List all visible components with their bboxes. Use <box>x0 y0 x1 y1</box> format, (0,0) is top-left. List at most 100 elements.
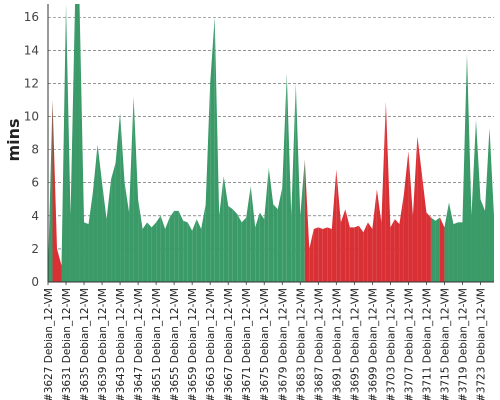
area-segment-success <box>48 99 53 282</box>
area-segment-success <box>142 222 148 282</box>
y-tick-label: 8 <box>31 143 39 157</box>
area-segment-success <box>223 176 229 282</box>
area-segment-success <box>475 119 481 282</box>
area-segment-success <box>147 222 152 282</box>
x-tick-label: #3723 Debian_12-VM <box>475 288 487 400</box>
y-axis-label: mins <box>4 118 23 161</box>
x-tick-label: #3643 Debian_12-VM <box>115 288 127 400</box>
x-tick-label: #3675 Debian_12-VM <box>259 288 271 400</box>
area-segment-failure <box>376 189 382 282</box>
area-segment-success <box>484 128 490 282</box>
area-segment-success <box>133 96 139 282</box>
y-tick-label: 2 <box>31 242 39 256</box>
area-segment-success <box>138 199 143 282</box>
area-segment-failure <box>358 225 364 282</box>
area-series <box>48 4 494 283</box>
x-tick-label: #3715 Debian_12-VM <box>439 288 451 400</box>
area-segment-success <box>448 202 454 282</box>
x-tick-label: #3667 Debian_12-VM <box>223 288 235 400</box>
area-segment-success <box>300 159 305 282</box>
area-segment-success <box>268 167 274 282</box>
x-tick-label: #3711 Debian_12-VM <box>421 288 433 400</box>
area-segment-success <box>93 144 98 282</box>
area-segment-success <box>471 119 476 282</box>
area-segment-failure <box>304 159 310 282</box>
area-segment-failure <box>322 227 328 282</box>
area-segment-failure <box>327 227 332 282</box>
area-segment-failure <box>381 101 386 282</box>
area-segment-success <box>246 186 251 282</box>
x-tick-label: #3647 Debian_12-VM <box>133 288 145 400</box>
area-segment-success <box>430 217 436 282</box>
x-tick-label: #3703 Debian_12-VM <box>385 288 397 400</box>
area-segment-failure <box>57 248 62 282</box>
area-segment-success <box>196 219 202 282</box>
area-segment-success <box>156 215 161 282</box>
area-segment-success <box>192 219 197 282</box>
area-segment-success <box>84 222 89 282</box>
area-segment-success <box>97 144 103 282</box>
area-segment-success <box>183 220 188 282</box>
axes <box>47 4 494 283</box>
area-segment-failure <box>336 169 341 282</box>
y-tick-label: 4 <box>31 209 39 223</box>
area-segment-failure <box>408 151 413 282</box>
area-segment-success <box>237 214 242 282</box>
y-tick-label: 16 <box>24 10 39 24</box>
area-segment-success <box>75 4 80 282</box>
area-segment-failure <box>390 219 395 282</box>
area-segment-success <box>61 4 67 282</box>
area-segment-success <box>286 73 292 282</box>
x-tick-label: #3635 Debian_12-VM <box>79 288 91 400</box>
x-tick-label: #3691 Debian_12-VM <box>331 288 343 400</box>
x-tick-label: #3655 Debian_12-VM <box>169 288 181 400</box>
area-segment-success <box>453 222 458 282</box>
area-segment-failure <box>345 209 350 282</box>
area-segment-success <box>255 212 260 282</box>
y-tick-label: 0 <box>31 275 39 289</box>
area-segment-failure <box>439 217 445 282</box>
area-segment-success <box>120 113 125 283</box>
area-segment-success <box>241 217 247 282</box>
area-segment-success <box>259 212 265 282</box>
area-segment-success <box>219 176 224 282</box>
area-segment-success <box>79 4 85 282</box>
area-segment-failure <box>399 194 404 282</box>
area-segment-failure <box>417 136 422 282</box>
area-segment-success <box>435 217 440 282</box>
area-segment-success <box>466 53 472 282</box>
area-segment-success <box>178 210 184 282</box>
area-segment-success <box>480 199 485 282</box>
area-segment-failure <box>385 101 391 282</box>
area-segment-success <box>174 210 179 282</box>
x-tick-label: #3671 Debian_12-VM <box>241 288 253 400</box>
x-tick-label: #3699 Debian_12-VM <box>367 288 379 400</box>
area-segment-success <box>444 202 449 282</box>
area-segment-failure <box>309 229 314 282</box>
x-tick-label: #3683 Debian_12-VM <box>295 288 307 400</box>
y-tick-label: 12 <box>24 76 39 90</box>
x-tick-label: #3651 Debian_12-VM <box>151 288 163 400</box>
x-tick-label: #3631 Debian_12-VM <box>61 288 73 400</box>
area-segment-failure <box>340 209 346 282</box>
area-segment-success <box>124 182 130 282</box>
area-segment-failure <box>367 222 373 282</box>
y-tick-label: 14 <box>24 43 39 57</box>
area-segment-failure <box>394 219 400 282</box>
area-segment-failure <box>52 99 58 282</box>
area-segment-failure <box>354 225 359 282</box>
area-segment-failure <box>363 222 368 282</box>
x-tick-label: #3679 Debian_12-VM <box>277 288 289 400</box>
area-segment-success <box>457 222 463 282</box>
area-segment-failure <box>421 174 427 282</box>
area-segment-success <box>111 162 116 282</box>
area-segment-success <box>277 187 283 282</box>
x-tick-label: #3707 Debian_12-VM <box>403 288 415 400</box>
x-tick-label: #3695 Debian_12-VM <box>349 288 361 400</box>
area-segment-success <box>264 167 269 282</box>
area-segment-success <box>151 222 157 282</box>
x-tick-label: #3663 Debian_12-VM <box>205 288 217 400</box>
area-segment-success <box>214 17 220 283</box>
area-segment-success <box>489 128 494 282</box>
